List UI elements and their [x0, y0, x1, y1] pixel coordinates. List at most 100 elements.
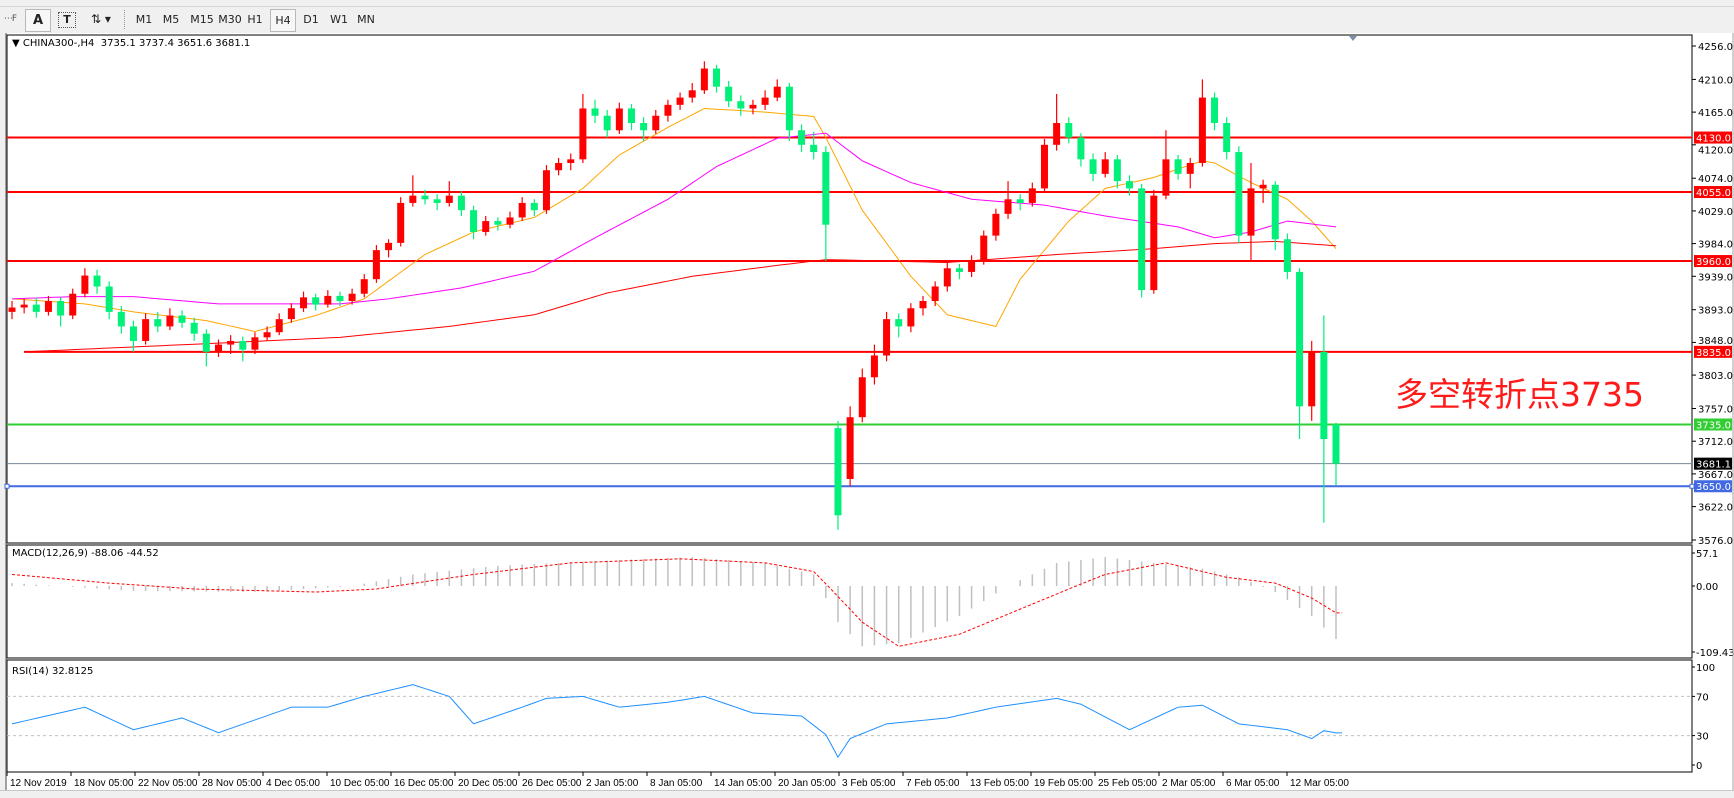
- arrows-dropdown-icon[interactable]: ⇅ ▾: [91, 12, 111, 26]
- candle-body: [870, 355, 878, 378]
- timeframe-w1-button[interactable]: W1: [330, 13, 348, 26]
- price-axis-label: 4029.0: [1698, 207, 1733, 218]
- candle-body: [591, 108, 599, 116]
- grid-icon[interactable]: ⋯F: [3, 14, 17, 24]
- date-axis-label: 8 Jan 05:00: [650, 778, 703, 789]
- top-toolbar-strip: [0, 0, 1734, 7]
- level-label-bg: [1694, 480, 1732, 493]
- chart-shift-marker-icon[interactable]: [1349, 36, 1357, 41]
- line-handle-right[interactable]: [1689, 483, 1695, 489]
- date-axis-label: 14 Jan 05:00: [714, 778, 772, 789]
- candle-body: [1040, 144, 1048, 189]
- candle-body: [664, 104, 672, 116]
- timeframe-m5-button[interactable]: M5: [162, 13, 180, 26]
- candle-body: [858, 377, 866, 418]
- candle-body: [214, 344, 222, 352]
- candle-body: [1065, 123, 1073, 138]
- timeframe-mn-button[interactable]: MN: [357, 13, 375, 26]
- candle-body: [822, 152, 830, 225]
- candle-body: [737, 101, 745, 109]
- timeframe-m1-button[interactable]: M1: [135, 13, 153, 26]
- candle-body: [227, 340, 235, 345]
- level-label-bg: [1694, 255, 1732, 268]
- candle-body: [81, 275, 89, 294]
- candle-body: [579, 108, 587, 160]
- date-axis-label: 7 Feb 05:00: [906, 778, 960, 789]
- date-axis-label: 6 Mar 05:00: [1226, 778, 1280, 789]
- moving-average-ma-mid-line: [11, 132, 1337, 305]
- date-axis-label: 16 Dec 05:00: [394, 778, 454, 789]
- candle-body: [1138, 188, 1146, 291]
- candle-body: [129, 326, 137, 341]
- candle-body: [1271, 184, 1279, 240]
- level-price-label: 4130.0: [1696, 134, 1731, 145]
- candle-body: [494, 221, 502, 225]
- date-axis-label: 2 Jan 05:00: [586, 778, 639, 789]
- candle-body: [1186, 162, 1194, 174]
- candle-body: [725, 86, 733, 102]
- candle-body: [688, 90, 696, 98]
- candle-body: [530, 202, 538, 211]
- candle-body: [883, 319, 891, 356]
- price-axis-label: 4120.0: [1698, 146, 1733, 157]
- candle-body: [506, 217, 514, 225]
- price-axis-label: 3757.0: [1698, 405, 1733, 416]
- chart-toolbar: ⋯F A T ⇅ ▾ M1 M5 M15 M30 H1 H4 D1 W1 MN: [0, 7, 1734, 32]
- candle-body: [202, 333, 210, 352]
- rsi-axis-label: 0: [1696, 761, 1702, 772]
- timeframe-h1-button[interactable]: H1: [247, 13, 263, 26]
- candle-body: [968, 261, 976, 272]
- toolbar-separator: [124, 10, 126, 29]
- candle-body: [433, 199, 441, 203]
- candle-body: [518, 202, 526, 218]
- annotation-text[interactable]: 多空转折点3735: [1395, 375, 1644, 414]
- candle-body: [992, 213, 1000, 236]
- ohlc-readout: 3735.1 3737.4 3651.6 3681.1: [100, 38, 251, 49]
- level-price-label: 3835.0: [1696, 348, 1731, 359]
- candle-body: [1004, 199, 1012, 214]
- candle-body: [1223, 123, 1231, 153]
- price-axis-label: 3984.0: [1698, 240, 1733, 251]
- candle-body: [1077, 137, 1085, 160]
- level-label-bg: [1694, 131, 1732, 144]
- candle-body: [700, 68, 708, 91]
- price-axis-label: 3939.0: [1698, 272, 1733, 283]
- collapse-triangle-icon[interactable]: ▼: [12, 38, 20, 49]
- macd-axis-label: 57.1: [1696, 549, 1718, 560]
- candle-body: [1235, 152, 1243, 236]
- candle-body: [166, 315, 174, 327]
- candle-body: [457, 195, 465, 211]
- date-axis-label: 4 Dec 05:00: [266, 778, 320, 789]
- timeframe-m15-button[interactable]: M15: [190, 13, 214, 26]
- text-label-icon[interactable]: T: [58, 12, 76, 28]
- level-price-label: 3681.1: [1696, 460, 1731, 471]
- candle-body: [640, 123, 648, 131]
- price-axis-label: 3576.0: [1698, 536, 1733, 547]
- macd-pane: [6, 544, 1693, 659]
- price-axis-label: 3893.0: [1698, 306, 1733, 317]
- timeframe-h4-button[interactable]: H4: [270, 9, 296, 32]
- candle-body: [300, 297, 308, 309]
- candle-body: [931, 286, 939, 301]
- candle-body: [1211, 97, 1219, 124]
- timeframe-m30-button[interactable]: M30: [218, 13, 242, 26]
- candle-body: [810, 144, 818, 153]
- price-axis-label: 4210.0: [1698, 75, 1733, 86]
- level-label-bg: [1694, 457, 1732, 470]
- candle-body: [105, 286, 113, 312]
- rsi-title: RSI(14) 32.8125: [12, 666, 93, 677]
- line-handle-left[interactable]: [4, 483, 10, 489]
- timeframe-d1-button[interactable]: D1: [303, 13, 319, 26]
- candle-body: [1089, 159, 1097, 174]
- level-price-label: 4055.0: [1696, 188, 1731, 199]
- rsi-axis-label: 30: [1696, 732, 1709, 743]
- candle-body: [627, 108, 635, 124]
- rsi-axis-label: 70: [1696, 692, 1709, 703]
- candle-body: [312, 297, 320, 305]
- date-axis-label: 12 Nov 2019: [10, 778, 67, 789]
- candle-body: [239, 340, 247, 350]
- candle-body: [8, 307, 16, 312]
- candle-body: [943, 268, 951, 287]
- font-icon[interactable]: A: [25, 9, 51, 32]
